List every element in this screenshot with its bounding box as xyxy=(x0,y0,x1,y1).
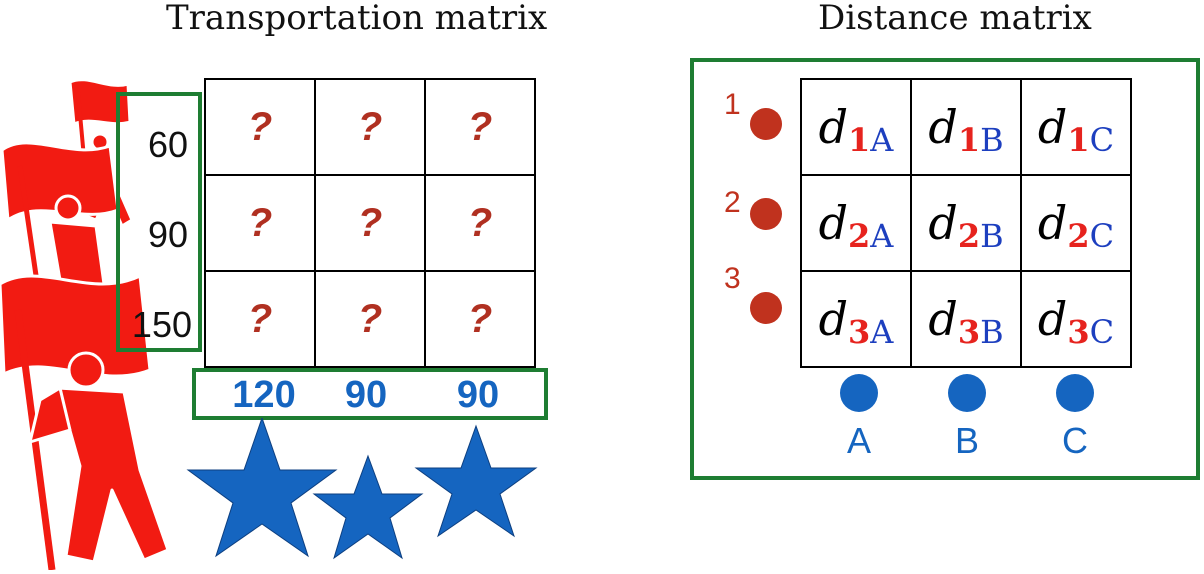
row-index: 1 xyxy=(1067,121,1090,159)
row-index: 3 xyxy=(1067,313,1090,351)
unknown-mark: ? xyxy=(247,104,273,149)
transportation-title: Transportation matrix xyxy=(166,0,548,38)
row-number: 3 xyxy=(724,262,741,295)
col-index: C xyxy=(1089,121,1115,159)
col-index: B xyxy=(980,313,1004,351)
column-label: B xyxy=(954,420,980,461)
blue-dot-icon xyxy=(840,374,878,412)
distance-frame xyxy=(690,58,1200,480)
transport-cell: ? xyxy=(424,270,536,368)
star-icon xyxy=(186,418,338,558)
flag-bearer-icon-large xyxy=(0,274,170,570)
row-index: 3 xyxy=(957,313,981,351)
column-label: A xyxy=(846,420,872,461)
blue-dot-icon xyxy=(1056,374,1094,412)
row-index: 2 xyxy=(1067,217,1090,255)
col-index: A xyxy=(870,313,894,351)
unknown-mark: ? xyxy=(357,200,383,245)
column-label: C xyxy=(1062,420,1088,461)
transport-cell: ? xyxy=(204,174,316,272)
distance-cell: d1B xyxy=(910,78,1022,176)
supply-value: 60 xyxy=(147,124,188,165)
transportation-grid: ? ? ? ? ? ? ? ? ? xyxy=(204,78,536,368)
transport-cell: ? xyxy=(204,270,316,368)
distance-symbol: d xyxy=(928,100,958,154)
transport-cell: ? xyxy=(424,174,536,272)
row-number: 1 xyxy=(724,88,741,121)
red-dot-icon xyxy=(750,198,782,230)
row-index: 2 xyxy=(848,217,871,255)
distance-symbol: d xyxy=(1037,196,1068,250)
unknown-mark: ? xyxy=(467,104,493,149)
distance-grid: d1A d1B d1C d2A d2B d2C d3A d3B d3C xyxy=(800,78,1132,368)
distance-cell: d2C xyxy=(1020,174,1132,272)
transport-cell: ? xyxy=(314,78,426,176)
transport-cell: ? xyxy=(314,270,426,368)
transport-cell: ? xyxy=(204,78,316,176)
col-index: A xyxy=(870,121,894,159)
distance-cell: d3A xyxy=(800,270,912,368)
col-index: B xyxy=(980,121,1004,159)
row-index: 3 xyxy=(848,313,871,351)
row-number: 2 xyxy=(724,186,741,219)
demand-value: 120 xyxy=(232,374,296,416)
distance-symbol: d xyxy=(1037,100,1068,154)
distance-symbol: d xyxy=(818,100,849,154)
consumer-stars xyxy=(186,418,538,560)
distance-cell: d1C xyxy=(1020,78,1132,176)
col-index: C xyxy=(1089,313,1115,351)
transport-cell: ? xyxy=(314,174,426,272)
supply-value: 150 xyxy=(131,304,192,345)
supplies-frame: 60 90 150 xyxy=(116,92,202,352)
distance-symbol: d xyxy=(928,292,958,346)
col-index: C xyxy=(1089,217,1115,255)
demands-frame: 120 90 90 xyxy=(192,368,548,420)
demand-value: 90 xyxy=(344,374,388,416)
distance-title: Distance matrix xyxy=(818,0,1092,38)
distance-cell: d3C xyxy=(1020,270,1132,368)
col-index: A xyxy=(870,217,894,255)
transport-cell: ? xyxy=(424,78,536,176)
distance-cell: d1A xyxy=(800,78,912,176)
distance-cell: d3B xyxy=(910,270,1022,368)
distance-cell: d2A xyxy=(800,174,912,272)
unknown-mark: ? xyxy=(467,296,493,341)
row-index: 1 xyxy=(848,121,871,159)
row-index: 2 xyxy=(957,217,981,255)
col-index: B xyxy=(980,217,1004,255)
supply-value: 90 xyxy=(147,214,188,255)
distance-symbol: d xyxy=(928,196,958,250)
star-icon xyxy=(312,454,424,560)
unknown-mark: ? xyxy=(357,296,383,341)
unknown-mark: ? xyxy=(467,200,493,245)
distance-symbol: d xyxy=(818,292,849,346)
unknown-mark: ? xyxy=(247,200,273,245)
distance-cell: d2B xyxy=(910,174,1022,272)
distance-symbol: d xyxy=(818,196,849,250)
distance-symbol: d xyxy=(1037,292,1068,346)
blue-dot-icon xyxy=(948,374,986,412)
demand-value: 90 xyxy=(456,374,500,416)
red-dot-icon xyxy=(750,108,782,140)
red-dot-icon xyxy=(750,292,782,324)
unknown-mark: ? xyxy=(247,296,273,341)
star-icon xyxy=(414,424,538,538)
unknown-mark: ? xyxy=(357,104,383,149)
row-index: 1 xyxy=(957,121,981,159)
